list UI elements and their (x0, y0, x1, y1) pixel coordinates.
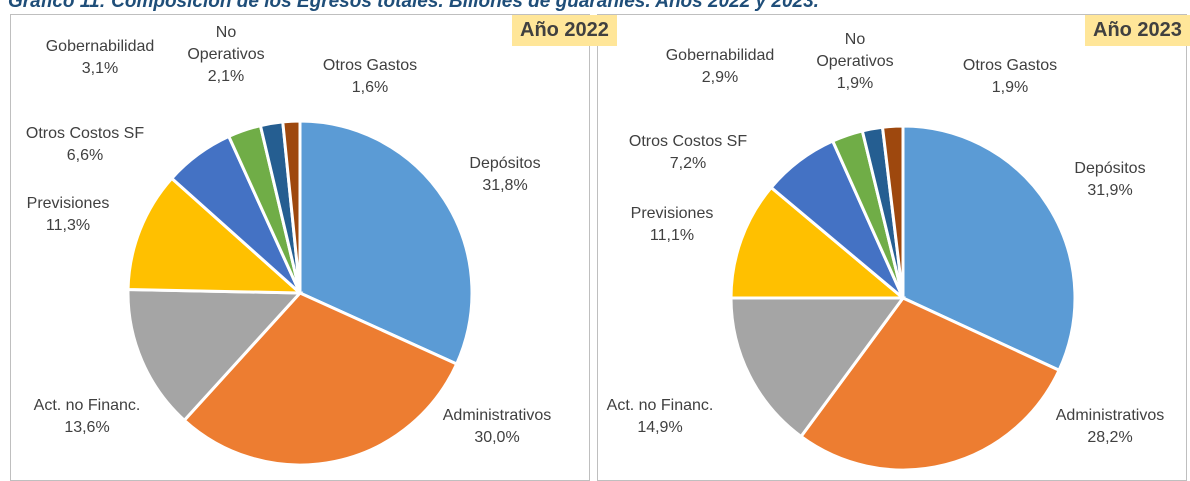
title: Gráfico 11: Composición de los Egresos t… (8, 0, 819, 12)
data-label: No Operativos 1,9% (810, 29, 900, 95)
category-label: Otros Costos SF (25, 125, 145, 142)
category-label: Act. no Financ. (33, 397, 141, 414)
category-label: Administrativos (442, 407, 552, 424)
slice (798, 296, 1062, 472)
value-label: 28,2% (1087, 429, 1133, 446)
value-label: 13,6% (64, 419, 110, 436)
category-label: No Operativos (187, 24, 265, 63)
value-label: 14,9% (637, 419, 683, 436)
data-label: Otros Gastos 1,6% (300, 55, 440, 99)
category-label: Previsiones (26, 195, 110, 212)
value-label: 11,3% (45, 217, 91, 234)
data-label: Previsiones 11,1% (602, 203, 742, 247)
slice (182, 291, 459, 467)
category-label: Depósitos (1074, 160, 1146, 177)
data-label: Depósitos 31,9% (1040, 158, 1180, 202)
slice (298, 119, 474, 366)
data-label: Administrativos 30,0% (417, 405, 577, 449)
category-label: Gobernabilidad (45, 38, 155, 55)
category-label: Administrativos (1055, 407, 1165, 424)
chart-title: Año 2022 (512, 15, 617, 46)
value-label: 3,1% (81, 60, 119, 77)
value-label: 1,9% (991, 79, 1029, 96)
value-label: 31,8% (482, 177, 528, 194)
value-label: 30,0% (474, 429, 520, 446)
data-label: Otros Costos SF 7,2% (608, 131, 768, 175)
value-label: 6,6% (66, 147, 104, 164)
data-label: Otros Gastos 1,9% (940, 55, 1080, 99)
slice (281, 119, 302, 294)
slice (126, 287, 304, 423)
slice (126, 176, 305, 295)
chart-title: Año 2023 (1085, 15, 1190, 46)
category-label: Otros Costos SF (628, 133, 748, 150)
slice (880, 124, 905, 299)
category-label: Otros Gastos (322, 57, 418, 74)
category-label: Gobernabilidad (665, 47, 775, 64)
slice (901, 124, 1077, 373)
category-label: Previsiones (630, 205, 714, 222)
data-label: Gobernabilidad 3,1% (20, 36, 180, 80)
category-label: No Operativos (816, 31, 894, 70)
data-label: Otros Costos SF 6,6% (5, 123, 165, 167)
category-label: Otros Gastos (962, 57, 1058, 74)
value-label: 2,9% (701, 69, 739, 86)
data-label: Act. no Financ. 14,9% (580, 395, 740, 439)
value-label: 31,9% (1087, 182, 1133, 199)
data-label: Previsiones 11,3% (0, 193, 138, 237)
data-label: Administrativos 28,2% (1030, 405, 1190, 449)
value-label: 1,9% (836, 75, 874, 92)
data-label: Act. no Financ. 13,6% (7, 395, 167, 439)
category-label: Act. no Financ. (606, 397, 714, 414)
slice (729, 185, 908, 300)
value-label: 11,1% (649, 227, 695, 244)
value-label: 7,2% (669, 155, 707, 172)
data-label: No Operativos 2,1% (181, 22, 271, 88)
value-label: 1,6% (351, 79, 389, 96)
slice (729, 296, 906, 439)
data-label: Gobernabilidad 2,9% (640, 45, 800, 89)
value-label: 2,1% (207, 68, 245, 85)
data-label: Depósitos 31,8% (435, 153, 575, 197)
category-label: Depósitos (469, 155, 541, 172)
